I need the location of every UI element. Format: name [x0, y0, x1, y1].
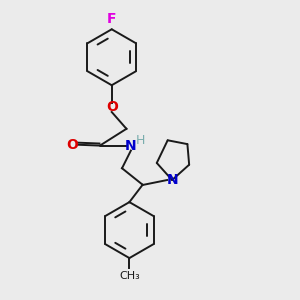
Text: F: F [107, 12, 116, 26]
Text: H: H [136, 134, 145, 147]
Text: N: N [125, 139, 137, 153]
Text: N: N [166, 173, 178, 187]
Text: CH₃: CH₃ [119, 271, 140, 281]
Text: O: O [106, 100, 118, 114]
Text: O: O [66, 138, 78, 152]
